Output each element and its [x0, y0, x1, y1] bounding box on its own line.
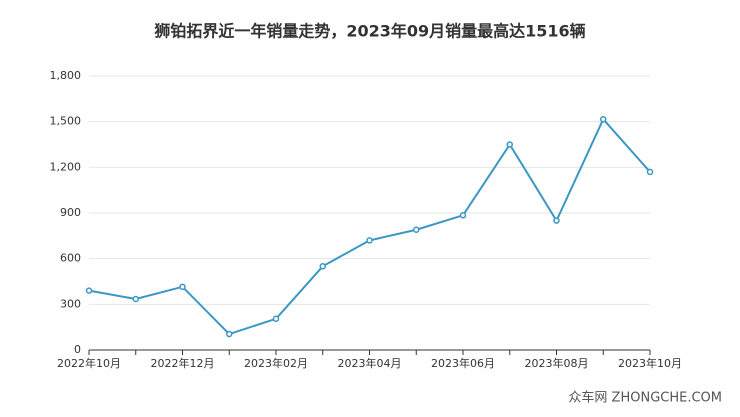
point: [413, 226, 420, 233]
point: [553, 217, 560, 224]
chart-title: 狮铂拓界近一年销量走势，2023年09月销量最高达1516辆: [153, 22, 585, 41]
point: [85, 287, 93, 294]
y-tick-label: 900: [60, 206, 81, 219]
point: [132, 295, 139, 303]
x-tick-label: 2023年10月: [618, 356, 682, 370]
point: [226, 330, 233, 338]
point: [646, 168, 654, 176]
y-tick-label: 300: [60, 297, 81, 310]
line: [88, 117, 651, 336]
point: [366, 237, 373, 244]
x-tick-label: 2022年12月: [151, 356, 215, 370]
point: [459, 212, 467, 219]
point: [272, 315, 280, 323]
point: [506, 141, 513, 148]
y-tick-label: 1,200: [50, 160, 82, 173]
x-tick-label: 2023年02月: [244, 356, 308, 370]
x-tick-label: 2022年10月: [57, 356, 121, 370]
y-tick-label: 600: [60, 252, 81, 265]
point: [319, 263, 326, 270]
watermark: 众车网 ZHONGCHE.COM: [568, 390, 722, 406]
x-tick-label: 2023年08月: [525, 356, 589, 370]
x-tick-label: 2023年04月: [338, 356, 402, 370]
x-tick-label: 2023年06月: [431, 356, 495, 370]
point: [600, 115, 607, 123]
y-tick-label: 0: [74, 343, 81, 356]
y-tick-label: 1,800: [50, 69, 82, 82]
y-tick-label: 1,500: [50, 115, 82, 128]
point: [179, 283, 186, 291]
